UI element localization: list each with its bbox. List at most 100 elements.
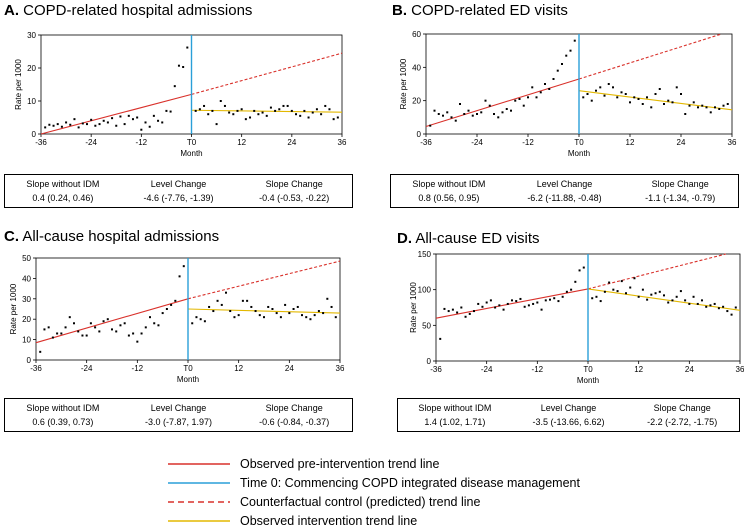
data-point bbox=[603, 94, 606, 97]
stats-value: 1.4 (1.02, 1.71) bbox=[424, 417, 486, 427]
data-point bbox=[336, 116, 339, 119]
stats-col: Slope without IDM 0.4 (0.24, 0.46) bbox=[5, 175, 121, 207]
data-point bbox=[148, 125, 151, 128]
stats-table-b: Slope without IDM 0.8 (0.56, 0.95) Level… bbox=[390, 174, 739, 208]
y-tick-label: 0 bbox=[32, 130, 37, 139]
data-point bbox=[282, 104, 285, 107]
legend-label-post: Observed intervention trend line bbox=[240, 513, 418, 528]
data-point bbox=[569, 49, 572, 52]
data-point bbox=[263, 316, 265, 319]
data-point bbox=[60, 332, 63, 335]
data-point bbox=[241, 299, 244, 302]
data-point bbox=[688, 302, 691, 305]
x-tick-label: -36 bbox=[430, 365, 442, 374]
x-tick-label: 36 bbox=[338, 138, 347, 147]
data-point bbox=[671, 101, 674, 104]
data-point bbox=[315, 108, 318, 111]
data-point bbox=[468, 312, 471, 315]
data-point bbox=[595, 295, 598, 298]
stats-header: Slope without IDM bbox=[418, 403, 492, 413]
data-point bbox=[165, 308, 168, 310]
data-point bbox=[573, 39, 576, 42]
data-point bbox=[531, 86, 534, 89]
data-point bbox=[169, 110, 172, 113]
data-point bbox=[527, 96, 529, 99]
data-point bbox=[157, 119, 160, 122]
y-axis-label: Rate per 1000 bbox=[399, 58, 408, 109]
panel-b-title: B. COPD-related ED visits bbox=[392, 2, 568, 19]
stats-value: -3.5 (-13.66, 6.62) bbox=[532, 417, 605, 427]
data-point bbox=[722, 104, 725, 107]
data-point bbox=[675, 295, 678, 298]
y-axis-label: Rate per 1000 bbox=[9, 283, 18, 334]
data-point bbox=[195, 316, 198, 319]
data-point bbox=[320, 113, 323, 116]
data-point bbox=[696, 302, 699, 305]
data-point bbox=[123, 123, 126, 126]
data-point bbox=[249, 116, 252, 119]
data-point bbox=[713, 302, 716, 305]
data-point bbox=[174, 299, 177, 302]
data-point bbox=[454, 119, 457, 122]
y-tick-label: 50 bbox=[22, 254, 31, 263]
data-point bbox=[641, 288, 644, 291]
data-point bbox=[671, 299, 674, 302]
stats-value: -0.4 (-0.53, -0.22) bbox=[259, 193, 330, 203]
data-point bbox=[439, 337, 442, 340]
x-axis-label: Month bbox=[577, 376, 599, 385]
stats-value: -4.6 (-7.76, -1.39) bbox=[143, 193, 214, 203]
y-tick-label: 50 bbox=[422, 321, 431, 330]
data-point bbox=[225, 291, 227, 294]
data-point bbox=[290, 109, 293, 112]
data-point bbox=[442, 114, 444, 117]
data-point bbox=[309, 318, 312, 321]
data-point bbox=[73, 322, 75, 325]
counterfactual-trend-line bbox=[587, 253, 727, 290]
data-point bbox=[726, 103, 729, 105]
stats-col: Slope Change -0.4 (-0.53, -0.22) bbox=[236, 175, 352, 207]
data-point bbox=[603, 290, 606, 293]
data-point bbox=[599, 86, 602, 89]
intervention-trend-line bbox=[191, 109, 343, 113]
data-point bbox=[697, 106, 699, 109]
data-point bbox=[629, 101, 631, 104]
y-axis-label: Rate per 1000 bbox=[14, 59, 23, 110]
stats-table-a: Slope without IDM 0.4 (0.24, 0.46) Level… bbox=[4, 174, 353, 208]
data-point bbox=[332, 118, 335, 121]
data-point bbox=[460, 306, 463, 309]
data-point bbox=[574, 280, 577, 283]
stats-col: Level Change -6.2 (-11.88, -0.48) bbox=[507, 175, 623, 207]
data-point bbox=[570, 288, 573, 291]
y-tick-label: 40 bbox=[22, 274, 31, 283]
data-point bbox=[89, 322, 92, 325]
data-point bbox=[717, 307, 720, 310]
data-point bbox=[590, 99, 593, 102]
data-point bbox=[94, 326, 97, 329]
data-point bbox=[106, 318, 109, 321]
stats-header: Slope Change bbox=[265, 179, 323, 189]
chart-a: -36 -24 -12 T0 12 24 36 0 10 20 30 Month Rate per 10… bbox=[14, 31, 347, 158]
stats-value: 0.4 (0.24, 0.46) bbox=[32, 193, 94, 203]
legend-label-pre: Observed pre-intervention trend line bbox=[240, 456, 440, 471]
stats-header: Level Change bbox=[540, 403, 597, 413]
data-point bbox=[459, 103, 461, 105]
y-tick-label: 100 bbox=[418, 286, 432, 295]
data-point bbox=[334, 316, 337, 319]
data-point bbox=[140, 128, 143, 131]
data-point bbox=[667, 301, 670, 304]
data-point bbox=[324, 104, 327, 107]
data-point bbox=[663, 294, 665, 297]
data-point bbox=[625, 292, 627, 295]
panel-d-title: D. All-cause ED visits bbox=[397, 230, 540, 247]
x-tick-label: 24 bbox=[685, 365, 694, 374]
data-point bbox=[548, 88, 551, 90]
data-point bbox=[553, 297, 556, 300]
stats-col: Level Change -4.6 (-7.76, -1.39) bbox=[121, 175, 237, 207]
data-point bbox=[709, 304, 712, 307]
pre-intervention-trend-line bbox=[35, 298, 189, 344]
data-point bbox=[494, 306, 497, 309]
data-point bbox=[464, 315, 467, 318]
data-point bbox=[650, 106, 653, 109]
data-point bbox=[257, 113, 260, 116]
data-point bbox=[228, 111, 231, 114]
